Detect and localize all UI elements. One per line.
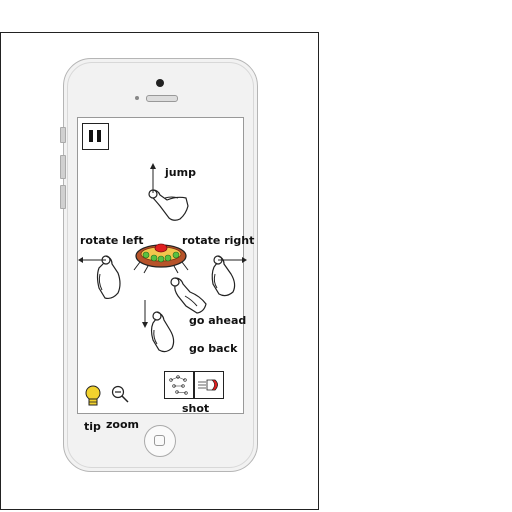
phone-bezel [67, 62, 254, 468]
magnifier-minus-icon [111, 385, 129, 403]
front-camera [156, 79, 164, 87]
rotate-right-hand-icon [211, 255, 247, 297]
shot-label: shot [182, 402, 210, 415]
jump-label: jump [165, 166, 196, 179]
volume-up-button [60, 155, 66, 179]
home-button[interactable] [144, 425, 176, 457]
go-back-label: go back [189, 342, 238, 355]
tip-label: tip [84, 420, 101, 433]
pause-icon [89, 130, 93, 142]
volume-down-button [60, 185, 66, 209]
rotate-left-label: rotate left [80, 234, 144, 247]
shot-mode-scatter-button[interactable] [164, 371, 194, 399]
straight-shot-icon [198, 379, 218, 391]
zoom-button[interactable] [110, 384, 132, 406]
go-ahead-hand-icon [170, 277, 207, 314]
scatter-shot-icon [169, 375, 188, 395]
pause-icon-bar [97, 130, 101, 142]
mute-switch [60, 127, 66, 143]
shot-mode-straight-button[interactable] [194, 371, 224, 399]
phone-device: jump rotate left rotate right go ahead g… [60, 58, 258, 472]
sensor-dot [135, 96, 139, 100]
gesture-illustrations [78, 163, 247, 406]
spaceship-icon [133, 243, 189, 274]
rotate-left-hand-icon [78, 255, 121, 300]
pause-button[interactable] [82, 123, 109, 150]
game-screen[interactable]: jump rotate left rotate right go ahead g… [77, 117, 254, 415]
lightbulb-icon [85, 385, 101, 406]
go-back-hand-icon [142, 300, 175, 353]
go-ahead-label: go ahead [189, 314, 247, 327]
jump-hand-icon [148, 163, 189, 221]
rotate-right-label: rotate right [182, 234, 255, 247]
tip-button[interactable] [82, 382, 104, 408]
zoom-label: zoom [106, 418, 139, 431]
home-square-icon [154, 435, 165, 446]
earpiece-speaker [146, 95, 178, 102]
